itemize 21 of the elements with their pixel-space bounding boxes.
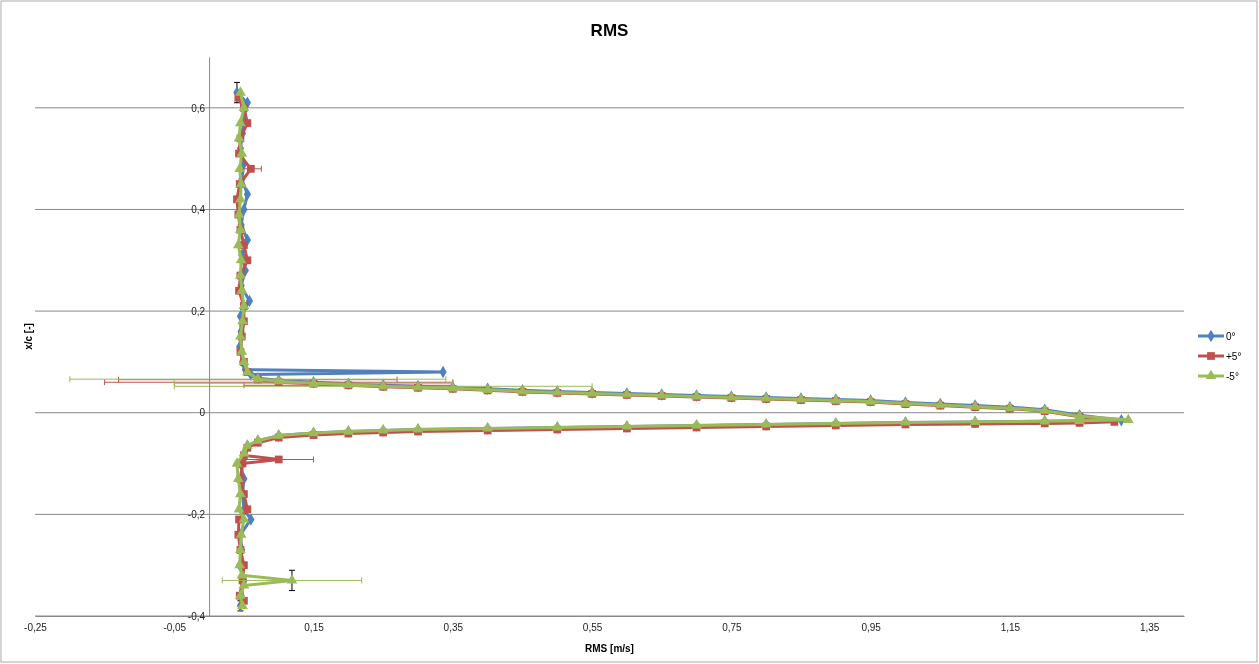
x-tick-label: 0,35	[443, 622, 464, 634]
y-axis-title: x/c [-]	[23, 323, 34, 350]
x-tick-label: 1,15	[1000, 622, 1021, 634]
x-tick-label: -0,05	[163, 622, 187, 634]
y-tick-label: 0	[199, 407, 206, 419]
x-tick-label: 0,75	[722, 622, 743, 634]
y-tick-label: 0,2	[191, 305, 206, 317]
y-tick-label: 0,4	[191, 204, 206, 216]
x-tick-label: 0,15	[304, 622, 325, 634]
y-tick-label: -0,4	[187, 610, 206, 622]
x-tick-label: 0,95	[861, 622, 882, 634]
legend-label: 0°	[1226, 331, 1236, 342]
x-axis-title: RMS [m/s]	[585, 643, 634, 654]
chart-title: RMS	[590, 21, 629, 40]
x-tick-label: -0,25	[24, 622, 48, 634]
legend-label: +5°	[1226, 351, 1242, 362]
y-tick-label: -0,2	[187, 509, 206, 521]
x-tick-label: 1,35	[1139, 622, 1160, 634]
y-tick-label: 0,6	[191, 102, 206, 114]
legend-label: -5°	[1226, 371, 1239, 382]
x-tick-label: 0,55	[582, 622, 603, 634]
